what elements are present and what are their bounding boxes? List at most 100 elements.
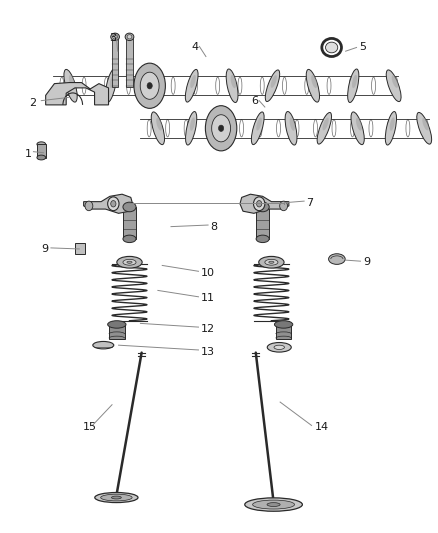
Ellipse shape bbox=[422, 118, 429, 131]
Ellipse shape bbox=[108, 321, 126, 328]
Circle shape bbox=[147, 83, 152, 89]
Ellipse shape bbox=[127, 261, 132, 263]
Ellipse shape bbox=[265, 260, 278, 265]
Ellipse shape bbox=[259, 256, 284, 268]
Ellipse shape bbox=[113, 35, 117, 39]
Ellipse shape bbox=[265, 70, 280, 102]
Ellipse shape bbox=[212, 115, 230, 142]
Ellipse shape bbox=[274, 345, 285, 350]
Ellipse shape bbox=[37, 155, 46, 160]
Circle shape bbox=[108, 197, 119, 211]
Ellipse shape bbox=[245, 498, 302, 511]
Ellipse shape bbox=[311, 75, 317, 88]
Bar bbox=[112, 37, 118, 87]
Ellipse shape bbox=[275, 321, 293, 328]
Circle shape bbox=[219, 125, 224, 132]
Text: 9: 9 bbox=[41, 245, 48, 254]
Polygon shape bbox=[84, 194, 133, 213]
Ellipse shape bbox=[123, 202, 136, 212]
Ellipse shape bbox=[106, 69, 117, 102]
Text: 5: 5 bbox=[359, 43, 366, 52]
Bar bbox=[37, 144, 46, 158]
Ellipse shape bbox=[256, 202, 269, 212]
Ellipse shape bbox=[37, 142, 46, 147]
Text: 6: 6 bbox=[252, 95, 259, 106]
Ellipse shape bbox=[111, 33, 120, 41]
Ellipse shape bbox=[267, 503, 280, 506]
Bar bbox=[109, 325, 125, 340]
Ellipse shape bbox=[112, 496, 121, 499]
Ellipse shape bbox=[69, 75, 75, 88]
Ellipse shape bbox=[185, 69, 198, 102]
Ellipse shape bbox=[190, 117, 195, 131]
Ellipse shape bbox=[325, 42, 338, 53]
Circle shape bbox=[280, 201, 288, 211]
Ellipse shape bbox=[117, 256, 142, 268]
Text: 1: 1 bbox=[25, 149, 32, 159]
Ellipse shape bbox=[64, 69, 77, 102]
Ellipse shape bbox=[101, 494, 132, 501]
Ellipse shape bbox=[186, 111, 197, 145]
Ellipse shape bbox=[150, 77, 155, 86]
Text: 8: 8 bbox=[210, 222, 217, 232]
Ellipse shape bbox=[151, 112, 165, 144]
Ellipse shape bbox=[253, 500, 294, 509]
Ellipse shape bbox=[190, 75, 196, 88]
Ellipse shape bbox=[356, 117, 362, 131]
Ellipse shape bbox=[269, 261, 274, 263]
Ellipse shape bbox=[267, 343, 291, 352]
Bar bbox=[256, 207, 269, 239]
Ellipse shape bbox=[95, 492, 138, 503]
Ellipse shape bbox=[417, 112, 431, 144]
Polygon shape bbox=[46, 83, 109, 105]
Ellipse shape bbox=[328, 254, 345, 264]
Text: 13: 13 bbox=[201, 346, 215, 357]
Text: 4: 4 bbox=[192, 43, 199, 52]
Ellipse shape bbox=[219, 118, 230, 139]
Ellipse shape bbox=[256, 235, 269, 243]
Ellipse shape bbox=[352, 75, 357, 88]
Circle shape bbox=[111, 200, 116, 207]
Text: 3: 3 bbox=[109, 34, 116, 43]
Ellipse shape bbox=[127, 35, 132, 39]
Ellipse shape bbox=[285, 111, 297, 145]
Ellipse shape bbox=[348, 69, 359, 102]
Text: 9: 9 bbox=[363, 257, 370, 267]
Ellipse shape bbox=[125, 33, 134, 41]
Ellipse shape bbox=[123, 235, 136, 243]
Ellipse shape bbox=[223, 120, 229, 128]
Ellipse shape bbox=[306, 69, 319, 102]
Ellipse shape bbox=[231, 75, 236, 88]
Bar bbox=[123, 207, 136, 239]
Ellipse shape bbox=[123, 260, 136, 265]
Circle shape bbox=[254, 197, 265, 211]
Ellipse shape bbox=[385, 111, 396, 145]
Ellipse shape bbox=[145, 75, 157, 96]
Bar bbox=[75, 243, 85, 254]
Ellipse shape bbox=[392, 75, 398, 88]
Ellipse shape bbox=[156, 117, 162, 131]
Text: 2: 2 bbox=[29, 98, 36, 108]
Text: 7: 7 bbox=[306, 198, 314, 208]
Ellipse shape bbox=[390, 117, 395, 131]
Ellipse shape bbox=[93, 342, 114, 349]
Text: 10: 10 bbox=[201, 268, 215, 278]
Text: 11: 11 bbox=[201, 293, 215, 303]
Ellipse shape bbox=[351, 112, 364, 144]
Ellipse shape bbox=[271, 75, 277, 88]
Polygon shape bbox=[240, 194, 289, 213]
Bar bbox=[276, 325, 291, 340]
Circle shape bbox=[257, 200, 262, 207]
Ellipse shape bbox=[140, 72, 159, 99]
Text: 15: 15 bbox=[83, 422, 97, 432]
Bar bbox=[127, 37, 133, 87]
Ellipse shape bbox=[134, 63, 166, 108]
Ellipse shape bbox=[256, 117, 262, 131]
Text: 14: 14 bbox=[315, 422, 329, 432]
Circle shape bbox=[85, 201, 93, 211]
Ellipse shape bbox=[226, 69, 238, 102]
Ellipse shape bbox=[317, 112, 332, 144]
Ellipse shape bbox=[110, 75, 115, 88]
Ellipse shape bbox=[322, 118, 329, 131]
Ellipse shape bbox=[386, 70, 401, 102]
